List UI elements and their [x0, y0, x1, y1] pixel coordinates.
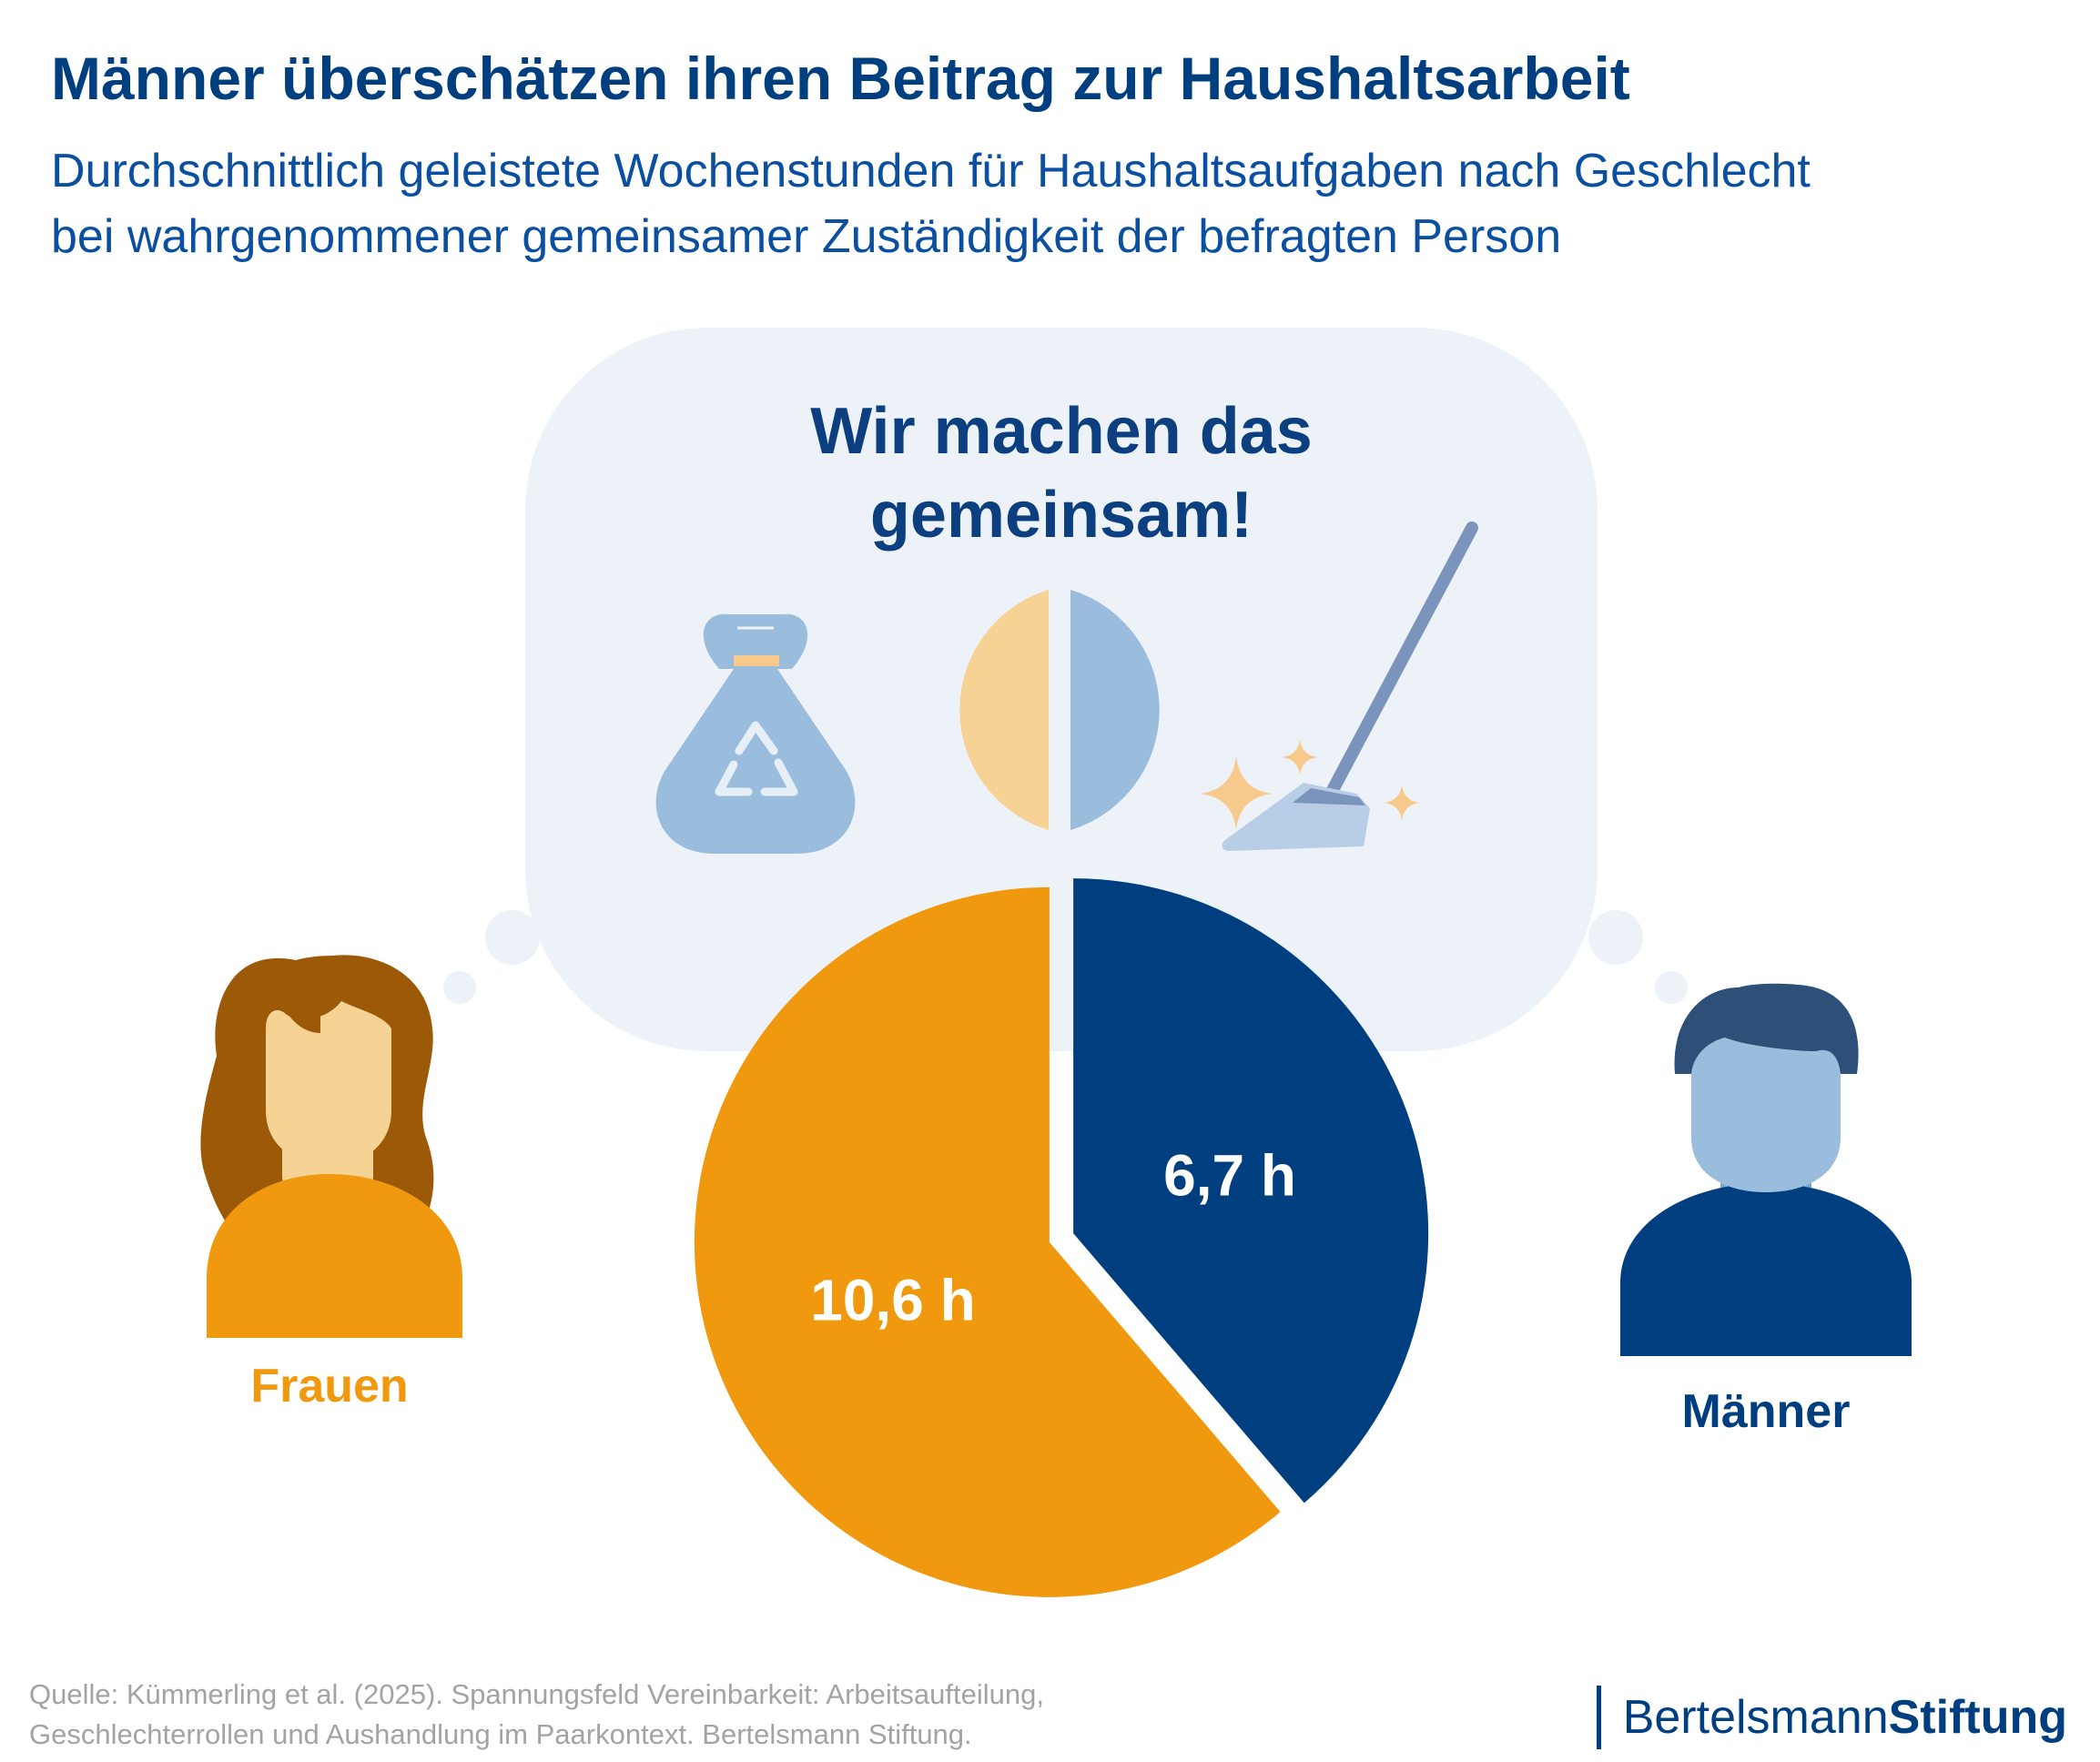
source-note: Quelle: Kümmerling et al. (2025). Spannu…: [29, 1675, 1044, 1755]
label-frauen: Frauen: [250, 1360, 408, 1413]
page-title: Männer überschätzen ihren Beitrag zur Ha…: [51, 45, 1630, 112]
bubble-text-line-2: gemeinsam!: [870, 479, 1253, 552]
label-maenner: Männer: [1682, 1385, 1851, 1438]
woman-icon: [200, 955, 462, 1338]
thought-dot-left-large: [485, 910, 540, 965]
subtitle-line-1: Durchschnittlich geleistete Wochenstunde…: [51, 145, 1811, 197]
page-subtitle: Durchschnittlich geleistete Wochenstunde…: [51, 138, 1811, 269]
subtitle-line-2: bei wahrgenommener gemeinsamer Zuständig…: [51, 210, 1562, 263]
recycling-bag-icon: [655, 613, 856, 854]
bubble-text-line-1: Wir machen das: [810, 395, 1313, 468]
slice-label-maenner: 6,7 h: [1163, 1143, 1296, 1209]
thought-dot-left-small: [443, 971, 476, 1004]
pie-chart: [694, 878, 1429, 1597]
pie-slice-maenner: [1073, 878, 1429, 1504]
thought-dot-right-small: [1655, 971, 1688, 1004]
logo-bar: [1596, 1686, 1601, 1749]
bertelsmann-stiftung-logo: Bertelsmann Stiftung: [1596, 1686, 2067, 1749]
thought-bubble: Wir machen das gemeinsam!: [443, 328, 1688, 1051]
broom-sparkle-icon: [1200, 522, 1478, 851]
pie-labels: 6,7 h 10,6 h: [810, 1143, 1296, 1333]
half-half-circle-icon: [959, 590, 1160, 830]
thought-bubble-body: [525, 328, 1598, 1051]
source-line-1: Quelle: Kümmerling et al. (2025). Spannu…: [29, 1678, 1044, 1710]
thought-dot-right-large: [1588, 910, 1643, 965]
slice-label-frauen: 10,6 h: [810, 1267, 975, 1332]
source-line-2: Geschlechterrollen und Aushandlung im Pa…: [29, 1718, 972, 1750]
logo-text-regular: Bertelsmann: [1622, 1691, 1889, 1744]
pie-slice-frauen: [694, 886, 1281, 1597]
man-icon: [1620, 983, 1912, 1356]
logo-text-bold: Stiftung: [1888, 1691, 2067, 1744]
